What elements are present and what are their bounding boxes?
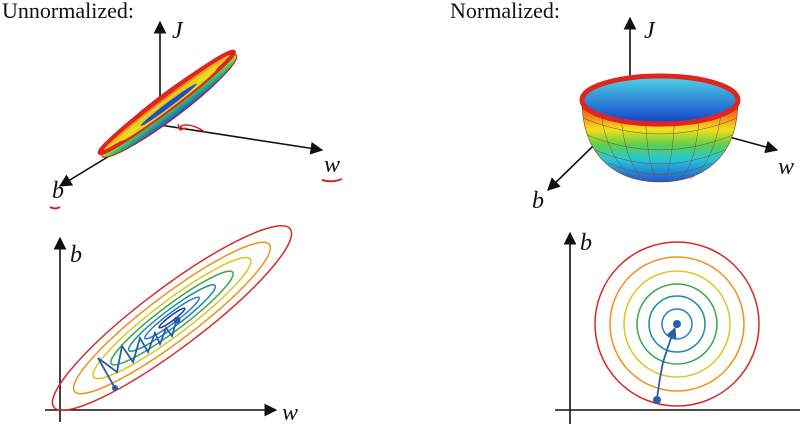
start-point xyxy=(653,396,661,404)
annotation-arrow xyxy=(177,123,187,131)
axis-label: w xyxy=(282,400,298,426)
contour xyxy=(127,284,217,352)
normalized-surface: J w b xyxy=(532,16,794,214)
axis-label: w xyxy=(778,154,794,180)
contour xyxy=(609,256,745,392)
contour xyxy=(51,225,293,411)
contour xyxy=(92,256,252,380)
axis-label: w xyxy=(324,152,340,178)
descent-path xyxy=(97,321,177,389)
axis-label: b xyxy=(52,178,64,204)
axis-label: J xyxy=(172,18,184,44)
contour xyxy=(72,241,272,395)
contour-set xyxy=(51,225,293,411)
contour-set xyxy=(594,241,760,407)
axis xyxy=(159,124,324,155)
unnormalized-contours: b w xyxy=(45,225,298,426)
minimum xyxy=(673,320,681,328)
panel-title: Normalized: xyxy=(450,0,560,23)
normalized-contours: b xyxy=(555,230,800,424)
unnormalized-surface: J w b xyxy=(49,18,343,210)
contour xyxy=(636,283,718,365)
descent-path xyxy=(656,326,677,399)
axis-label: b xyxy=(580,230,592,256)
elongated-bowl xyxy=(97,49,238,158)
contour xyxy=(110,270,234,366)
contour xyxy=(661,308,693,340)
annotation-underline xyxy=(49,206,61,210)
axis-label: b xyxy=(70,242,82,268)
start-point xyxy=(112,385,118,391)
bowl-rim xyxy=(579,73,741,127)
minimum xyxy=(173,316,181,324)
contour xyxy=(648,295,706,353)
contour xyxy=(623,270,731,378)
axis-label: J xyxy=(644,18,656,44)
contour xyxy=(594,241,760,407)
panel-title: Unnormalized: xyxy=(2,0,134,23)
axis-label: b xyxy=(532,188,544,214)
annotation-underline xyxy=(321,178,343,183)
